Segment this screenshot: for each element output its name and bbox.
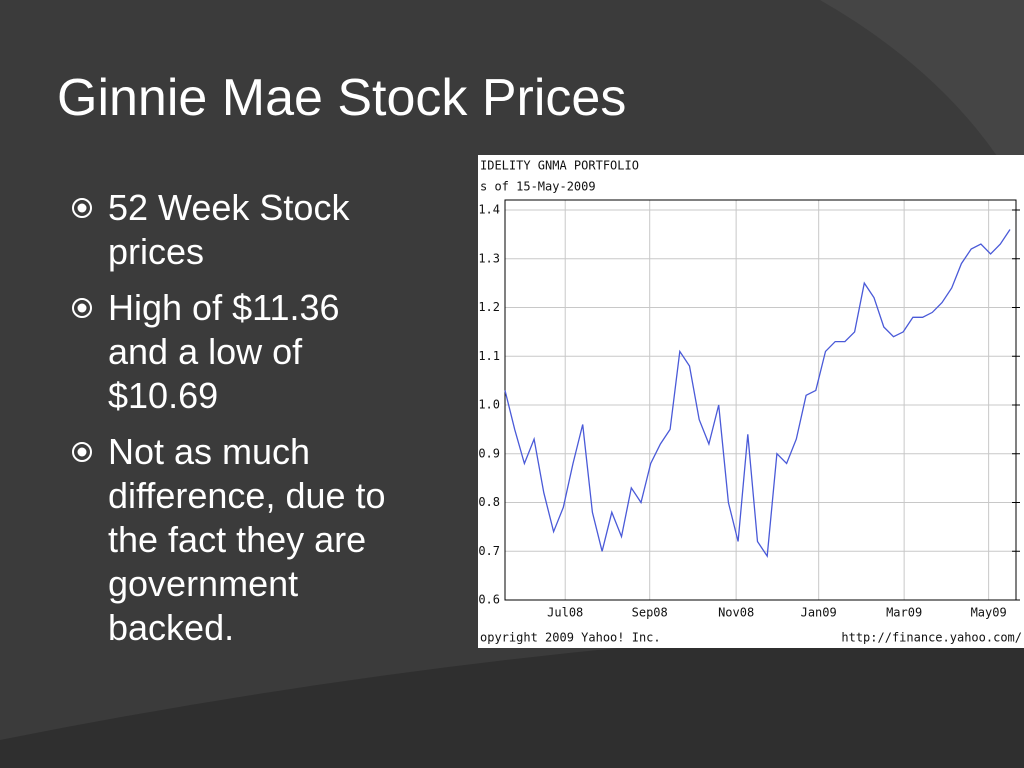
y-tick-label: 1.4	[478, 203, 500, 217]
x-tick-label: Mar09	[886, 606, 922, 620]
chart-background	[478, 155, 1024, 648]
chart-footer: http://finance.yahoo.com/	[841, 631, 1022, 645]
chart-subtitle: s of 15-May-2009	[480, 180, 596, 194]
bullet-icon	[72, 298, 92, 318]
x-tick-label: Jan09	[801, 606, 837, 620]
y-tick-label: 0.9	[478, 446, 500, 460]
plot-frame	[504, 199, 1017, 601]
x-tick-label: May09	[971, 606, 1007, 620]
bullet-icon	[72, 198, 92, 218]
chart-title: IDELITY GNMA PORTFOLIO	[480, 159, 639, 173]
y-tick-label: 0.7	[478, 544, 500, 558]
y-tick-label: 1.2	[478, 300, 500, 314]
y-tick-label: 1.0	[478, 398, 500, 412]
y-tick-label: 0.8	[478, 495, 500, 509]
chart-footer: opyright 2009 Yahoo! Inc.	[480, 631, 661, 645]
y-tick-label: 1.3	[478, 251, 500, 265]
y-tick-label: 0.6	[478, 593, 500, 607]
y-tick-label: 1.1	[478, 349, 500, 363]
bullet-icon	[72, 442, 92, 462]
bullet-text: High of $11.36 and a low of $10.69	[108, 287, 340, 416]
slide-title: Ginnie Mae Stock Prices	[57, 69, 627, 127]
bullet-text: 52 Week Stock prices	[108, 187, 350, 272]
bullet: Not as much difference, due to the fact …	[70, 430, 390, 650]
bullet-text: Not as much difference, due to the fact …	[108, 431, 386, 648]
x-tick-label: Nov08	[718, 606, 754, 620]
price-line	[504, 229, 1011, 558]
bullet: High of $11.36 and a low of $10.69	[70, 286, 390, 418]
x-tick-label: Sep08	[632, 606, 668, 620]
bullet-list: 52 Week Stock prices High of $11.36 and …	[70, 186, 390, 662]
bullet: 52 Week Stock prices	[70, 186, 390, 274]
x-tick-label: Jul08	[547, 606, 583, 620]
